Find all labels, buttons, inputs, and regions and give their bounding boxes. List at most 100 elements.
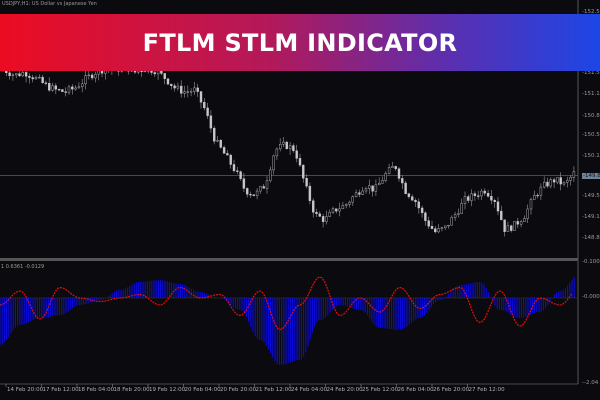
candle <box>232 164 236 171</box>
candle <box>374 184 378 192</box>
candle <box>28 75 31 78</box>
candle <box>282 141 285 145</box>
candle <box>572 171 576 178</box>
candle <box>345 204 348 206</box>
candle <box>354 192 358 197</box>
candle <box>38 76 41 79</box>
candle <box>219 139 223 148</box>
price-tick-label: -151.5 <box>582 70 600 76</box>
candle <box>295 150 298 159</box>
candle <box>335 208 338 212</box>
candle <box>401 178 404 184</box>
candle <box>222 147 226 154</box>
candle <box>420 207 424 214</box>
time-tick-label: 24 Feb 20:00 <box>326 387 363 393</box>
candle <box>183 91 186 94</box>
candle <box>216 139 219 142</box>
indicator-tick-label: --2.04 <box>582 380 599 386</box>
candle <box>391 166 394 168</box>
time-tick-label: 20 Feb 04:00 <box>184 387 221 393</box>
candle <box>160 70 163 74</box>
candle <box>275 148 279 157</box>
candle <box>394 166 397 169</box>
candle <box>450 217 453 226</box>
candle <box>312 200 315 213</box>
candle <box>384 173 387 181</box>
candle <box>252 194 256 196</box>
candle <box>430 226 434 229</box>
candle <box>470 193 473 201</box>
candle <box>226 153 229 156</box>
candle <box>137 70 140 73</box>
candle <box>292 145 295 151</box>
candle <box>203 102 206 109</box>
candle <box>239 171 242 179</box>
candle <box>463 196 467 204</box>
indicator-tick-label: -0.1000 <box>582 259 600 265</box>
candle <box>11 74 15 76</box>
candle <box>170 83 173 86</box>
candle <box>262 186 265 189</box>
candle <box>212 127 216 142</box>
candle <box>199 91 203 103</box>
time-tick-label: 18 Feb 20:00 <box>113 387 150 393</box>
candle <box>8 72 11 76</box>
candle <box>414 200 417 203</box>
candle <box>298 158 302 166</box>
candle <box>173 85 176 89</box>
candle <box>566 180 569 183</box>
candle <box>516 221 519 225</box>
candle <box>453 214 457 218</box>
candle <box>513 221 516 231</box>
candle <box>480 190 483 197</box>
candle <box>510 225 513 231</box>
candle <box>255 190 259 196</box>
candle <box>437 228 440 233</box>
candle <box>519 221 523 225</box>
candle <box>536 194 539 197</box>
candle <box>467 196 470 201</box>
title-banner: FTLM STLM INDICATOR <box>0 14 600 71</box>
candle <box>440 227 444 229</box>
time-tick-label: 21 Feb 12:00 <box>255 387 292 393</box>
candle <box>166 78 170 85</box>
candle <box>529 199 533 210</box>
candle <box>259 186 262 192</box>
candle <box>500 210 503 220</box>
candle <box>176 85 180 89</box>
candle <box>209 115 213 129</box>
candle <box>427 220 430 227</box>
candle <box>196 87 199 92</box>
candle <box>444 225 447 228</box>
candle <box>143 70 147 73</box>
candle <box>351 196 354 203</box>
candle <box>74 87 77 90</box>
candle <box>41 76 44 84</box>
candle <box>381 180 384 184</box>
candle <box>249 194 252 196</box>
candle <box>387 167 391 174</box>
candle <box>31 77 34 80</box>
candle <box>477 195 480 197</box>
candle <box>411 196 414 201</box>
price-tick-label: -150.8 <box>582 113 600 119</box>
price-tick-label: -149.5 <box>582 193 600 199</box>
candle <box>24 72 28 77</box>
candle <box>348 201 351 205</box>
candle <box>473 193 477 196</box>
candle <box>156 70 160 75</box>
price-tick-label: -150.1 <box>582 153 600 159</box>
candle <box>84 75 87 85</box>
candle <box>417 201 420 209</box>
candle <box>556 177 559 183</box>
candle <box>71 86 74 90</box>
candle <box>361 190 364 195</box>
candle <box>569 177 572 181</box>
time-tick-label: 25 Feb 12:00 <box>362 387 399 393</box>
price-tick-label: -149.8 <box>582 173 600 179</box>
time-tick-label: 24 Feb 04:00 <box>291 387 328 393</box>
candle <box>341 205 345 210</box>
candle <box>397 168 401 179</box>
candle <box>434 228 437 233</box>
